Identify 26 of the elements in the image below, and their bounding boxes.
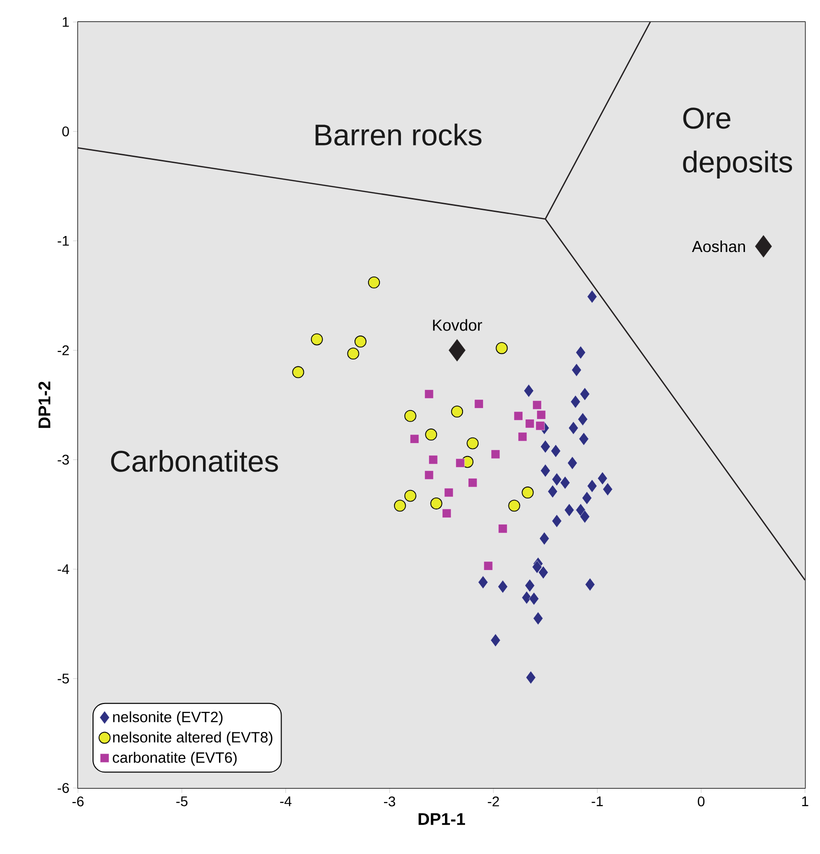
annotation: Aoshan	[692, 240, 745, 252]
annotation: Barren rocks	[316, 124, 482, 146]
y-tick-label: -3	[58, 454, 69, 465]
x-tick-label: -1	[592, 796, 603, 806]
x-tick-label: 1	[802, 796, 808, 806]
y-tick-label: -4	[58, 564, 70, 574]
y-tick-label: -6	[58, 783, 69, 793]
y-tick-label: 1	[62, 17, 69, 27]
y-axis-title: DP1-2	[38, 382, 50, 428]
x-tick-label: 0	[698, 796, 704, 806]
y-tick-label: -1	[58, 236, 69, 246]
y-tick-label: -2	[58, 345, 69, 356]
legend-label: nelsonite (EVT2)	[113, 711, 223, 726]
x-tick-label: -2	[488, 796, 499, 806]
x-tick-label: -5	[176, 796, 188, 806]
annotation: Ore deposits	[683, 108, 792, 178]
x-tick-label: -6	[72, 796, 84, 806]
legend-label: carbonatite (EVT6)	[112, 752, 237, 766]
x-axis-title: DP1-1	[418, 813, 466, 825]
legend-label: nelsonite altered (EVT8)	[113, 732, 272, 746]
x-tick-label: -3	[384, 796, 396, 806]
annotation: Kovdor	[433, 319, 482, 331]
y-tick-label: 0	[62, 126, 69, 136]
y-tick-label: -5	[58, 674, 69, 684]
x-tick-label: -4	[280, 796, 292, 806]
annotation: Carbonatites	[111, 450, 278, 472]
